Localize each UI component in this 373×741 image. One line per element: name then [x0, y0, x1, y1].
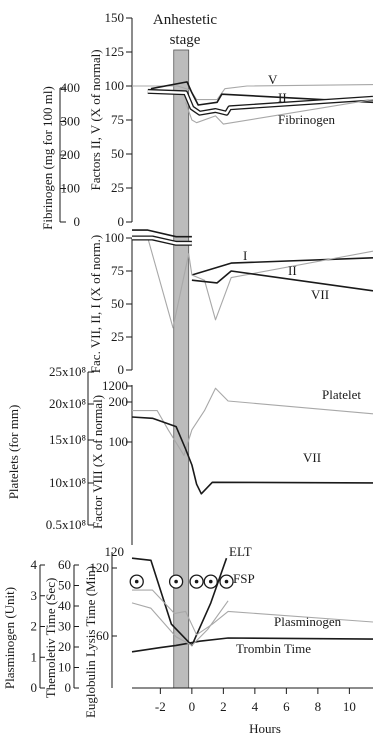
panel4-fsp-marker-dot [174, 579, 178, 584]
panel4-tick-label: 1 [31, 649, 38, 664]
panel4-tick-label: 4 [31, 557, 38, 572]
series-label-fibrinogen: Fibrinogen [278, 112, 336, 127]
panel1-fibrinogen-line-inner [147, 90, 373, 115]
x-tick-label: 4 [252, 699, 259, 714]
panel4-tick-label: 3 [31, 588, 38, 603]
fibrinogen-axis-label: Fibrinogen (mg for 100 ml) [40, 86, 55, 230]
panel4-tick-label: 40 [58, 598, 71, 613]
panel4-fsp-marker-dot [208, 579, 213, 584]
panel2-inner-tick-label: 25 [111, 329, 124, 344]
panel4-fsp-marker-dot [194, 579, 199, 584]
series-label-ii: II [288, 263, 297, 278]
series-label-v: V [268, 72, 278, 87]
panel1-inner-tick-label: 0 [118, 214, 125, 229]
panel2-ii-line [132, 237, 373, 329]
platelet-axis-label: Platelets (for mm) [6, 405, 21, 500]
series-label-fsp: FSP [233, 571, 255, 586]
fac-vii-ii-i-axis-label: Fac. VII, II, I (X of norm.) [88, 235, 103, 373]
series-label-vii: VII [311, 287, 329, 302]
x-tick-label: -2 [155, 699, 166, 714]
x-tick-label: 2 [220, 699, 227, 714]
factor-viii-tick-label: 1200 [102, 378, 128, 393]
fibrinogen-tick-label: 100 [61, 181, 81, 196]
panel4-tick-label: 0 [65, 680, 72, 695]
panel1-inner-tick-label: 25 [111, 180, 124, 195]
thrombelastography-axis-label: Themoletiv Time (Sec) [43, 578, 58, 699]
panel4-elt-line [131, 557, 228, 647]
plasminogen-axis-label: Plasminogen (Unit) [2, 587, 17, 689]
series-label-plasminogen: Plasminogen [274, 614, 342, 629]
series-layer [129, 81, 373, 653]
panel3-platelet-line [132, 387, 373, 456]
x-tick-label: 8 [315, 699, 322, 714]
chart-title-line2: stage [170, 32, 201, 48]
euglobulin-lysis-axis-label: Euglobulin Lysis Time (Min) [83, 566, 98, 718]
panel4-tick-label: 0 [31, 680, 38, 695]
panel3-vii-line [131, 416, 373, 495]
panel4-tick-label: 120 [90, 560, 110, 575]
panel4-tick-label: 60 [58, 557, 71, 572]
x-tick-label: 0 [189, 699, 196, 714]
panel1-inner-tick-label: 100 [105, 78, 125, 93]
panel4-tick-label: 10 [58, 660, 71, 675]
panel2-inner-tick-label: 50 [111, 296, 124, 311]
panel4-tick-label: 30 [58, 619, 71, 634]
fibrinogen-tick-label: 0 [74, 214, 81, 229]
series-label-elt: ELT [229, 544, 252, 559]
platelet-tick-label: 20x10⁸ [49, 396, 87, 411]
panel2-vii-line [191, 270, 373, 292]
series-label-i: I [243, 248, 247, 263]
axes-layer [39, 17, 373, 694]
fibrinogen-tick-label: 300 [61, 114, 81, 129]
panel1-v-line [132, 84, 373, 101]
panel1-inner-tick-label: 75 [111, 112, 124, 127]
fibrinogen-tick-label: 200 [61, 147, 81, 162]
panel4-series4-line [131, 600, 229, 646]
panel2-inner-tick-label: 75 [111, 263, 124, 278]
panel2-inner-tick-label: 100 [105, 230, 125, 245]
panel1-inner-tick-label: 150 [105, 10, 125, 25]
factor-viii-axis-label: Factor VIII (X of normal) [90, 395, 105, 529]
panel4-fsp-marker-dot [134, 579, 139, 584]
x-tick-label: 10 [343, 699, 356, 714]
platelet-tick-label: 10x10⁸ [49, 475, 87, 490]
platelet-tick-label: 15x10⁸ [49, 432, 87, 447]
factors-ii-v-axis-label: Factors II, V (X of normal) [88, 49, 103, 190]
anesthetic-stage-band [173, 49, 190, 689]
factor-viii-tick-label: 200 [109, 394, 129, 409]
platelet-tick-label: 25x10⁸ [49, 364, 87, 379]
series-label-platelet: Platelet [322, 387, 361, 402]
panel4-plasminogen-line [132, 589, 373, 636]
series-label-trombin-time: Trombin Time [236, 641, 311, 656]
factor-viii-tick-label: 100 [109, 434, 129, 449]
platelet-tick-label: 0.5x10⁸ [46, 517, 87, 532]
fibrinogen-tick-label: 400 [61, 80, 81, 95]
panel1-ii-line [150, 81, 373, 106]
panel4-tick-label: 50 [58, 578, 71, 593]
series-label-vii: VII [303, 450, 321, 465]
panel1-series3-line [185, 99, 373, 125]
panel4-tick-label: 20 [58, 639, 71, 654]
panel4-tick-label: 60 [96, 628, 109, 643]
panel2-series4-line [132, 229, 192, 238]
panel2-series3-line-inner [132, 236, 192, 245]
panel2-inner-tick-label: 0 [118, 362, 125, 377]
panel1-inner-tick-label: 50 [111, 146, 124, 161]
x-axis-title: Hours [249, 721, 281, 736]
chart-title-line1: Anhestetic [153, 12, 217, 28]
panel4-fsp-marker-dot [224, 579, 229, 584]
panel1-inner-tick-label: 125 [105, 44, 125, 59]
panel4-tick-label: 2 [31, 619, 38, 634]
panel2-i-line [191, 257, 373, 276]
series-label-ii: II [278, 90, 287, 105]
euglobulin-tick-label-top: 120 [105, 544, 125, 559]
x-tick-label: 6 [283, 699, 290, 714]
